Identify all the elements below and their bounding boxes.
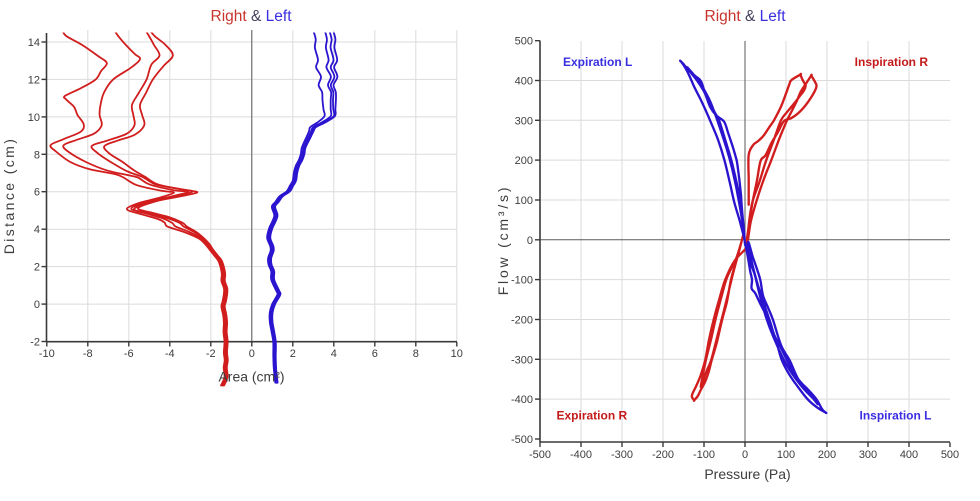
svg-text:0: 0 — [34, 299, 40, 311]
svg-text:Area (cm²): Area (cm²) — [218, 369, 284, 385]
svg-text:400: 400 — [515, 75, 533, 87]
svg-text:2: 2 — [34, 262, 40, 274]
svg-text:-300: -300 — [611, 449, 633, 461]
svg-text:12: 12 — [28, 74, 40, 86]
svg-text:Inspiration L: Inspiration L — [860, 409, 932, 423]
svg-text:Flow (cm³/s): Flow (cm³/s) — [495, 185, 511, 296]
svg-text:0: 0 — [249, 348, 255, 360]
svg-text:Right & Left: Right & Left — [211, 8, 293, 25]
svg-text:-500: -500 — [529, 449, 551, 461]
svg-text:2: 2 — [290, 348, 296, 360]
svg-text:-4: -4 — [165, 348, 175, 360]
svg-text:-100: -100 — [693, 449, 715, 461]
svg-text:200: 200 — [818, 449, 836, 461]
svg-text:100: 100 — [777, 449, 795, 461]
svg-text:-200: -200 — [511, 314, 533, 326]
svg-text:8: 8 — [413, 348, 419, 360]
svg-text:4: 4 — [331, 348, 337, 360]
svg-text:-400: -400 — [511, 394, 533, 406]
svg-text:200: 200 — [515, 155, 533, 167]
svg-text:-10: -10 — [39, 348, 55, 360]
svg-text:Expiration L: Expiration L — [563, 55, 632, 69]
svg-text:Distance (cm): Distance (cm) — [1, 137, 17, 255]
svg-text:500: 500 — [515, 36, 533, 48]
svg-text:0: 0 — [527, 235, 533, 247]
svg-text:300: 300 — [859, 449, 877, 461]
svg-text:-500: -500 — [511, 434, 533, 446]
svg-text:-8: -8 — [83, 348, 93, 360]
svg-text:500: 500 — [941, 449, 959, 461]
svg-text:400: 400 — [900, 449, 918, 461]
svg-text:Pressure (Pa): Pressure (Pa) — [704, 466, 790, 482]
svg-text:6: 6 — [372, 348, 378, 360]
svg-text:0: 0 — [742, 449, 748, 461]
svg-text:14: 14 — [28, 37, 40, 49]
svg-text:300: 300 — [515, 115, 533, 127]
svg-text:-2: -2 — [30, 337, 40, 349]
svg-text:8: 8 — [34, 149, 40, 161]
svg-text:4: 4 — [34, 224, 40, 236]
svg-text:-300: -300 — [511, 354, 533, 366]
svg-text:-2: -2 — [206, 348, 216, 360]
svg-text:-6: -6 — [124, 348, 134, 360]
svg-text:10: 10 — [28, 112, 40, 124]
svg-text:Expiration R: Expiration R — [557, 409, 628, 423]
svg-text:6: 6 — [34, 187, 40, 199]
svg-text:-200: -200 — [652, 449, 674, 461]
svg-text:-400: -400 — [570, 449, 592, 461]
svg-text:100: 100 — [515, 195, 533, 207]
svg-text:Inspiration R: Inspiration R — [855, 55, 929, 69]
svg-text:Right & Left: Right & Left — [705, 8, 787, 25]
svg-text:-100: -100 — [511, 275, 533, 287]
svg-text:10: 10 — [451, 348, 463, 360]
